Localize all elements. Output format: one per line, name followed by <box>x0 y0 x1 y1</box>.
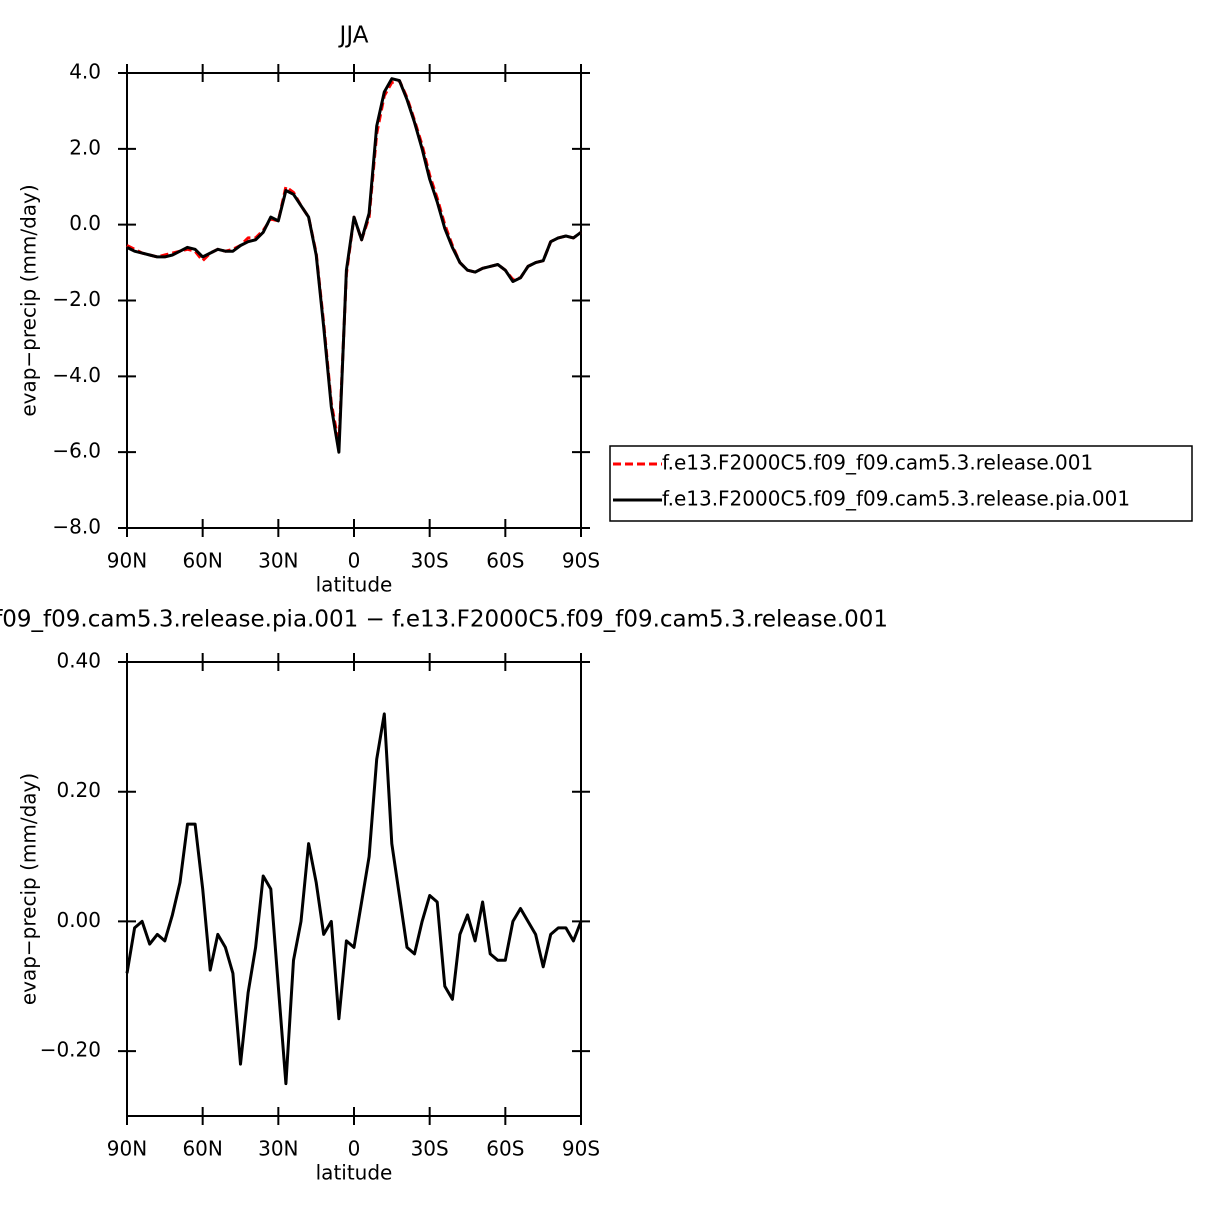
data-line <box>125 712 583 1086</box>
x-axis-label: latitude <box>316 573 393 597</box>
y-tick-label: −8.0 <box>52 515 101 539</box>
x-tick-label: 0 <box>348 549 361 573</box>
y-axis-label: evap−precip (mm/day) <box>17 184 41 416</box>
y-tick-label: −2.0 <box>52 287 101 311</box>
y-tick-label: 0.20 <box>56 778 101 802</box>
legend-box <box>609 445 1193 522</box>
plot-frame <box>126 661 582 1117</box>
legend-label: f.e13.F2000C5.f09_f09.cam5.3.release.pia… <box>662 487 1130 511</box>
data-line <box>126 79 582 447</box>
x-tick-label: 90N <box>107 1137 147 1161</box>
x-tick-label: 60S <box>486 549 524 573</box>
chart-title: JJA <box>338 23 369 49</box>
y-tick-label: 4.0 <box>69 60 101 84</box>
y-tick-label: 0.00 <box>56 908 101 932</box>
y-tick-label: −4.0 <box>52 363 101 387</box>
x-tick-label: 60S <box>486 1137 524 1161</box>
plot-frame <box>126 72 582 529</box>
x-tick-label: 30N <box>258 549 298 573</box>
x-tick-label: 60N <box>182 1137 222 1161</box>
x-tick-label: 30S <box>411 1137 449 1161</box>
y-axis-label: evap−precip (mm/day) <box>17 773 41 1005</box>
y-tick-label: 0.40 <box>56 649 101 673</box>
x-tick-label: 90S <box>562 549 600 573</box>
chart-title: f.e13.F2000C5.f09_f09.cam5.3.release.pia… <box>0 607 888 633</box>
x-tick-label: 30N <box>258 1137 298 1161</box>
x-tick-label: 30S <box>411 549 449 573</box>
x-tick-label: 60N <box>182 549 222 573</box>
x-axis-label: latitude <box>316 1161 393 1185</box>
legend-label: f.e13.F2000C5.f09_f09.cam5.3.release.001 <box>662 451 1093 475</box>
data-line <box>126 77 582 454</box>
y-tick-label: 2.0 <box>69 135 101 159</box>
y-tick-label: −6.0 <box>52 439 101 463</box>
y-tick-label: 0.0 <box>69 211 101 235</box>
x-tick-label: 90S <box>562 1137 600 1161</box>
x-tick-label: 0 <box>348 1137 361 1161</box>
x-tick-label: 90N <box>107 549 147 573</box>
y-tick-label: −0.20 <box>40 1038 101 1062</box>
